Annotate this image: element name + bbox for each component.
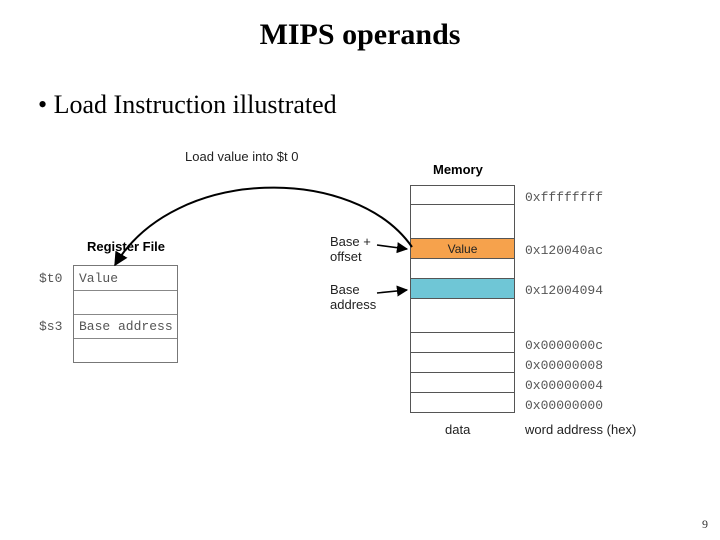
regfile-row: Base address: [74, 314, 177, 338]
reg-name-s3: $s3: [39, 319, 62, 334]
mem-cell: [410, 185, 515, 205]
base-address-label: Base address: [330, 283, 376, 313]
mem-cell: [410, 205, 515, 239]
mem-addr: 0x120040ac: [525, 243, 603, 258]
regfile-row: [74, 338, 177, 362]
mem-cell: [410, 373, 515, 393]
mem-cell-value: Value: [410, 239, 515, 259]
base-address-arrow: [377, 290, 407, 293]
addr-caption: word address (hex): [525, 423, 636, 438]
mem-cell: [410, 353, 515, 373]
register-file-title: Register File: [87, 240, 165, 255]
mem-addr: 0x00000004: [525, 378, 603, 393]
load-label: Load value into $t 0: [185, 150, 298, 165]
load-diagram: Load value into $t 0 Register File Value…: [55, 145, 675, 485]
memory-title: Memory: [433, 163, 483, 178]
slide-title: MIPS operands: [0, 18, 720, 52]
mem-addr: 0xffffffff: [525, 190, 603, 205]
mem-cell: [410, 259, 515, 279]
bullet-text: Load Instruction illustrated: [38, 90, 337, 120]
reg-name-t0: $t0: [39, 271, 62, 286]
register-file: Value Base address: [73, 265, 178, 363]
memory-column: Value: [410, 185, 515, 413]
mem-cell: [410, 299, 515, 333]
mem-cell: [410, 393, 515, 413]
mem-addr: 0x12004094: [525, 283, 603, 298]
mem-addr: 0x00000000: [525, 398, 603, 413]
base-offset-label: Base + offset: [330, 235, 371, 265]
mem-addr: 0x00000008: [525, 358, 603, 373]
data-caption: data: [445, 423, 470, 438]
mem-addr: 0x0000000c: [525, 338, 603, 353]
regfile-row: [74, 290, 177, 314]
mem-cell-base: [410, 279, 515, 299]
base-offset-arrow: [377, 245, 407, 249]
regfile-row: Value: [74, 266, 177, 290]
mem-cell: [410, 333, 515, 353]
page-number: 9: [702, 517, 708, 532]
